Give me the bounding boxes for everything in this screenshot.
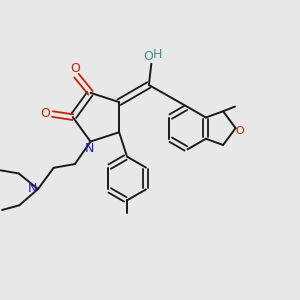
Text: H: H [153,48,162,61]
Text: N: N [28,182,37,195]
Text: N: N [85,142,94,155]
Text: O: O [235,126,244,136]
Text: O: O [70,62,80,75]
Text: O: O [143,50,153,63]
Text: O: O [41,107,51,120]
